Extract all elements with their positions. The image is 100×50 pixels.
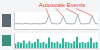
bar: [90, 38, 92, 48]
bar: [68, 42, 70, 48]
x-axis-line: [15, 48, 99, 49]
chart-root: Autoscale Events: [0, 0, 100, 50]
bar: [62, 38, 64, 48]
bar: [48, 38, 50, 49]
bar: [79, 43, 81, 48]
bar: [42, 42, 44, 48]
line-series: [14, 15, 98, 24]
bar: [17, 42, 19, 48]
bar: [37, 39, 39, 48]
bar: [84, 43, 86, 48]
bar: [28, 41, 30, 48]
plot-marks: [14, 37, 97, 48]
plot-background: [14, 33, 98, 48]
bar: [93, 43, 95, 48]
bar: [82, 42, 84, 48]
plot-marks: [14, 15, 98, 24]
bar: [56, 42, 58, 48]
bar: [59, 44, 61, 49]
bar: [73, 41, 75, 48]
x-axis-line: [15, 29, 99, 30]
y-axis-line: [14, 13, 15, 30]
bar: [40, 43, 42, 48]
x-axis: [15, 29, 99, 30]
bar: [45, 44, 47, 49]
bar: [26, 44, 28, 49]
plot-background: [14, 12, 98, 29]
bar: [51, 42, 53, 48]
y-axis: [14, 34, 15, 49]
annotation-pointer: [56, 9, 63, 17]
bar: [34, 42, 36, 48]
annotation-pointer: [66, 9, 78, 15]
bar: [65, 42, 67, 48]
bar: [70, 43, 72, 48]
bar: [87, 42, 89, 48]
annotation-pointer: [46, 9, 49, 16]
bar: [76, 37, 78, 48]
bar: [20, 43, 22, 48]
bar: [31, 43, 33, 48]
bar: [23, 41, 25, 49]
panel-label-box: [2, 35, 11, 46]
y-axis: [14, 13, 15, 30]
bar: [96, 42, 98, 48]
annotation-pointer: [76, 9, 92, 16]
bar: [54, 43, 56, 48]
panel-label-box: [2, 14, 11, 27]
annotation-text: Autoscale Events: [39, 2, 85, 8]
x-axis: [15, 48, 99, 49]
y-axis-line: [14, 34, 15, 49]
